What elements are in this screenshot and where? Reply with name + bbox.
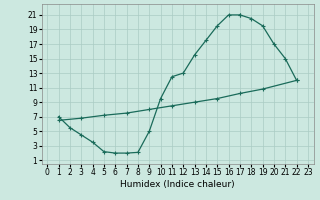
X-axis label: Humidex (Indice chaleur): Humidex (Indice chaleur) [120, 180, 235, 189]
